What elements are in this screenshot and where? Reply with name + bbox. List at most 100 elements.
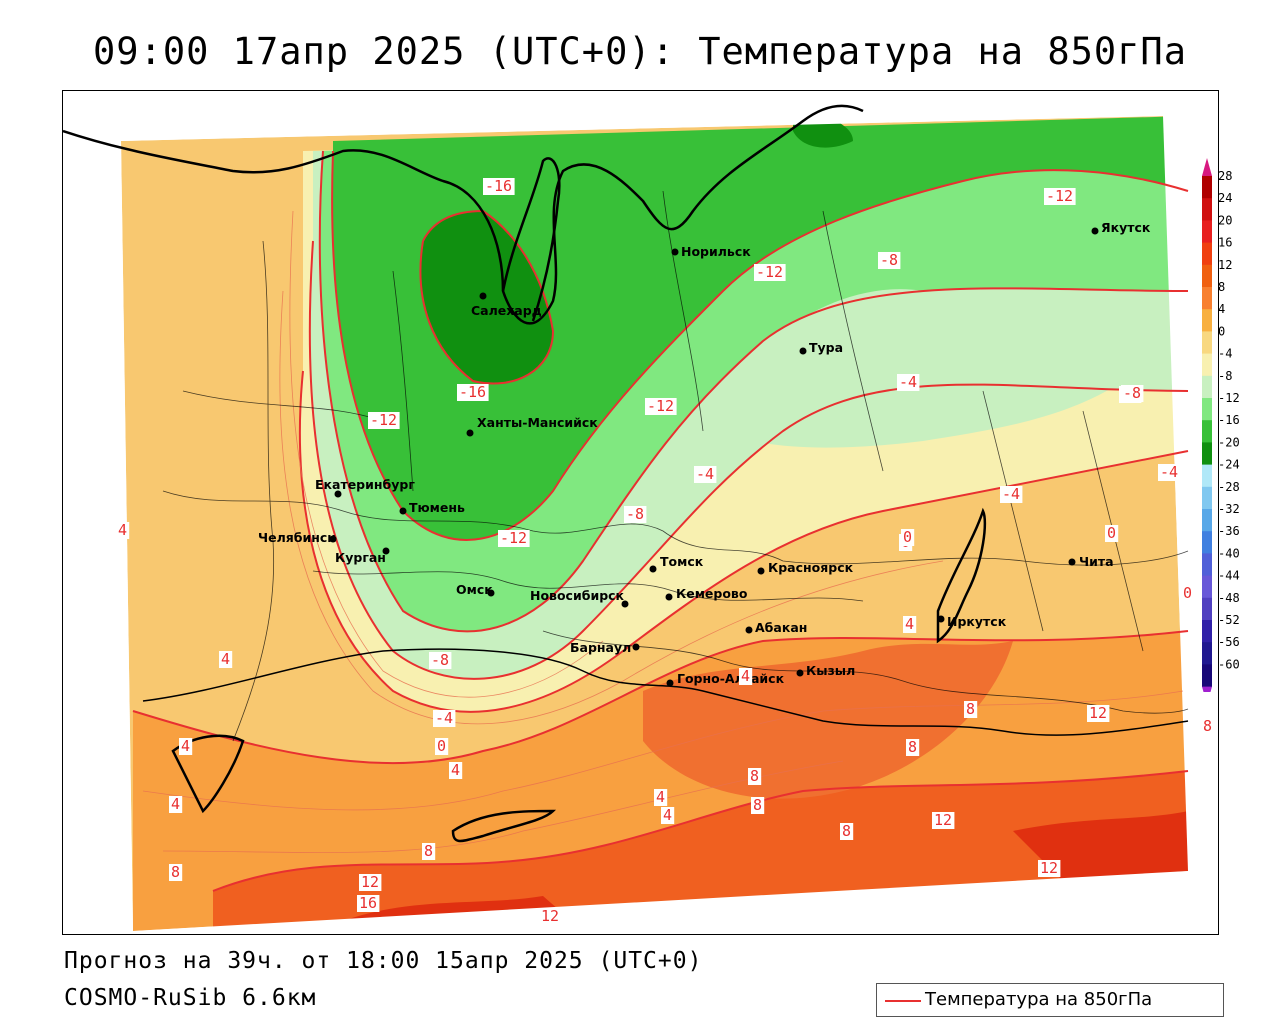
isotherm-label: 12	[361, 873, 379, 891]
isotherm-label-bg	[1087, 705, 1110, 722]
colorbar-label: 0	[1218, 324, 1225, 338]
city-norilsk: Норильск	[671, 244, 751, 259]
svg-text:Ханты-Мансийск: Ханты-Мансийск	[477, 415, 598, 430]
colorbar-top-arrow	[1202, 158, 1212, 176]
isotherm-label: 8	[424, 842, 433, 860]
colorbar-label: 28	[1218, 169, 1232, 183]
colorbar-swatch	[1202, 242, 1212, 266]
colorbar-label: -12	[1218, 391, 1240, 405]
isotherm-label-bg	[1121, 385, 1144, 402]
colorbar-swatch	[1202, 664, 1212, 688]
isotherm-label: 4	[451, 761, 460, 779]
isotherm-minus8	[318, 150, 1189, 633]
isotherm-label-bg	[116, 522, 130, 539]
isotherm-label-bg	[878, 252, 901, 269]
isotherm-label: 8	[171, 863, 180, 881]
colorbar-label: -44	[1218, 569, 1240, 583]
colorbar-label: -20	[1218, 435, 1240, 449]
svg-text:Курган: Курган	[335, 550, 386, 565]
isotherm-label-bg	[739, 668, 753, 685]
svg-text:Норильск: Норильск	[681, 244, 751, 259]
svg-text:Кызыл: Кызыл	[806, 663, 855, 678]
isotherm-label: 8	[1203, 717, 1212, 735]
isotherm-label-bg	[457, 384, 489, 401]
isotherm-label-bg	[964, 701, 978, 718]
isotherm-label: 12	[1040, 859, 1058, 877]
colorbar-swatch	[1202, 442, 1212, 466]
isotherm-label-bg	[169, 796, 183, 813]
isotherm-label: -8	[626, 505, 644, 523]
isotherm-label-bg	[435, 738, 449, 755]
city-kyzyl: Кызыл	[796, 663, 855, 678]
arctic-coast	[63, 104, 864, 325]
isotherm-label: -16	[459, 383, 486, 401]
colorbar-label: -52	[1218, 613, 1240, 627]
legend-line-sample	[885, 1000, 921, 1002]
isotherm-label: -8	[1123, 384, 1141, 402]
lake-baikal	[936, 507, 987, 644]
svg-text:Чита: Чита	[1079, 554, 1114, 569]
isotherm-label-bg	[624, 506, 647, 523]
colorbar-label: -56	[1218, 635, 1240, 649]
isotherm-label: 4	[181, 737, 190, 755]
isotherm-label-bg	[368, 412, 400, 429]
svg-text:Горно-Алтайск: Горно-Алтайск	[677, 671, 785, 686]
isotherm-label: -4	[899, 373, 917, 391]
isotherm-label-bg	[1158, 464, 1181, 481]
map-canvas: Салехард Норильск Якутск Тура Ханты-Манс…	[63, 91, 1218, 934]
svg-text:Иркутск: Иркутск	[947, 614, 1007, 629]
colorbar-swatch	[1202, 486, 1212, 510]
city-tyumen: Тюмень	[399, 500, 465, 515]
isotherm-label: 4	[663, 806, 672, 824]
isotherm-label: 16	[359, 894, 377, 912]
thin-isotherms	[142, 210, 1184, 853]
isotherm-label-bg	[1038, 860, 1061, 877]
isotherm-label: 0	[1183, 584, 1192, 602]
model-name: COSMO-RuSib 6.6км	[64, 985, 317, 1011]
forecast-info: Прогноз на 39ч. от 18:00 15апр 2025 (UTC…	[64, 948, 703, 974]
colorbar-swatch	[1202, 375, 1212, 399]
colorbar: 28 24 20 16 12 8 4 0 -4 -8 -12 -16 -20 -24 -28 -32 -36 -4…	[1202, 158, 1240, 692]
colorbar-swatch	[1202, 509, 1212, 532]
colorbar-label: -36	[1218, 524, 1240, 538]
colorbar-label: 4	[1218, 302, 1225, 316]
isotherm-label: 4	[656, 788, 665, 806]
city-tomsk: Томск	[649, 554, 704, 573]
coastlines	[63, 104, 987, 843]
zone-minus12	[332, 116, 1189, 540]
isotherm-label-bg	[449, 762, 463, 779]
zone-mountain-warm	[643, 641, 1013, 799]
colorbar-swatch	[1202, 309, 1212, 332]
colorbar-swatch	[1202, 176, 1212, 199]
country-border	[142, 648, 1189, 736]
svg-text:Томск: Томск	[660, 554, 704, 569]
isotherm-label: 8	[753, 796, 762, 814]
isotherm-label: 4	[118, 521, 127, 539]
isotherm-label: -8	[880, 251, 898, 269]
isotherm-label: -12	[756, 263, 783, 281]
legend-label: Температура на 850гПа	[925, 989, 1153, 1010]
isotherm-label: 12	[541, 907, 559, 925]
isotherm-label: -16	[485, 177, 512, 195]
colorbar-swatch	[1202, 198, 1212, 221]
colorbar-label: 16	[1218, 236, 1232, 250]
isotherm-label-bg	[422, 843, 436, 860]
isotherm-label-bg	[901, 529, 915, 546]
isotherm-label: -12	[1046, 187, 1073, 205]
isotherm-label-bg	[751, 797, 765, 814]
colorbar-label: -40	[1218, 546, 1240, 560]
isotherm-label-bg	[661, 807, 675, 824]
city-kurgan: Курган	[335, 547, 390, 565]
isotherm-label-bg	[645, 398, 677, 415]
svg-text:Якутск: Якутск	[1101, 220, 1151, 235]
isotherm-label: 4	[741, 667, 750, 685]
colorbar-label: -60	[1218, 657, 1240, 671]
isotherm-label: 4	[171, 795, 180, 813]
colorbar-swatch	[1202, 553, 1212, 577]
city-gorno-altaysk: Горно-Алтайск	[666, 671, 785, 687]
isotherm-label: -12	[500, 529, 527, 547]
colorbar-swatch	[1202, 220, 1212, 244]
isotherm-label: 12	[1089, 704, 1107, 722]
outside-domain-left	[63, 91, 133, 934]
colorbar-swatch	[1202, 464, 1212, 488]
